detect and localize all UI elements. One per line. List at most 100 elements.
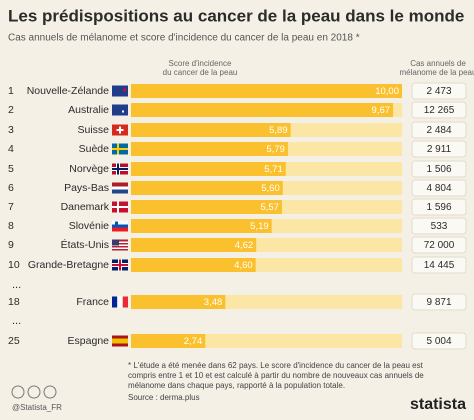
category-label: Espagne (68, 335, 110, 347)
rank: 6 (8, 182, 14, 194)
flag-part (112, 227, 128, 232)
flag-part (112, 247, 128, 249)
cases-box (411, 140, 467, 158)
value-label: 2,74 (184, 336, 203, 347)
category-label: Danemark (61, 201, 110, 213)
flag (112, 163, 128, 175)
license-icons (11, 385, 57, 399)
value-label: 5,71 (264, 164, 283, 175)
cases-value: 4 804 (426, 183, 451, 194)
bar (131, 84, 402, 98)
category-label: Australie (68, 104, 109, 116)
cases-value: 533 (431, 221, 448, 232)
cases-value: 12 265 (424, 105, 455, 116)
value-label: 4,60 (234, 260, 253, 271)
cases-value: 2 911 (427, 144, 452, 155)
footnote: compris entre 1 et 10 et est calculé à p… (128, 371, 424, 380)
footnote: * L'étude a été menée dans 62 pays. Le s… (128, 361, 424, 370)
value-label: 5,19 (250, 221, 269, 232)
value-label: 5,57 (260, 202, 279, 213)
value-label: 5,79 (266, 144, 285, 155)
flag-part (112, 168, 128, 170)
cases-box (411, 121, 467, 139)
handle: @Statista_FR (12, 403, 62, 412)
flag-part (112, 206, 128, 208)
footnote: mélanome dans chaque pays, rapporté à la… (128, 381, 345, 390)
flag-part (123, 88, 126, 92)
category-label: États-Unis (61, 238, 109, 251)
bar (131, 295, 226, 309)
bar (131, 181, 283, 195)
flag (112, 220, 128, 232)
flag-part (112, 189, 128, 194)
cases-box (411, 293, 467, 311)
bar (131, 200, 282, 214)
bar (131, 258, 256, 272)
flag-part (112, 239, 119, 246)
flag-part (112, 224, 128, 228)
category-label: Nouvelle-Zélande (27, 85, 109, 97)
flag (112, 143, 128, 155)
value-label: 5,60 (261, 183, 280, 194)
flag-part (112, 264, 128, 266)
cases-box (411, 236, 467, 254)
category-label: Grande-Bretagne (28, 259, 109, 271)
bar (131, 219, 272, 233)
cases-value: 2 484 (426, 125, 451, 136)
flag (112, 296, 128, 308)
bar (131, 103, 394, 117)
rank: 4 (8, 143, 14, 155)
value-label: 3,48 (204, 297, 223, 308)
flag-part (116, 129, 124, 131)
cases-header: mélanome de la peau (400, 68, 474, 77)
flag-part (112, 148, 128, 150)
flag (112, 335, 128, 347)
category-label: Suède (79, 143, 110, 155)
bar (131, 142, 288, 156)
value-label: 9,67 (372, 105, 391, 116)
brand-logo: statista (410, 396, 466, 413)
flag (112, 124, 128, 136)
cases-value: 14 445 (424, 260, 455, 271)
flag (112, 104, 128, 116)
value-label: 4,62 (235, 240, 254, 251)
category-label: Norvège (69, 163, 109, 175)
cases-value: 5 004 (426, 336, 451, 347)
flag-part (112, 241, 128, 243)
cases-box (411, 217, 467, 235)
bar (131, 162, 286, 176)
bar (131, 334, 206, 348)
flag (112, 85, 128, 97)
flag-part (122, 296, 128, 308)
flag (112, 201, 128, 213)
source: Source : derma.plus (128, 393, 200, 402)
cases-header: Cas annuels de (410, 59, 466, 68)
rank: 10 (8, 259, 20, 271)
category-label: Slovénie (69, 220, 109, 232)
flag-part (112, 186, 128, 190)
category-label: Pays-Bas (64, 182, 109, 194)
flag-part (122, 110, 124, 113)
flag (112, 182, 128, 194)
value-label: 5,89 (269, 125, 288, 136)
flag (112, 239, 128, 251)
rank: 7 (8, 201, 14, 213)
flag-part (112, 104, 128, 116)
cases-box (411, 256, 467, 274)
rank: 8 (8, 220, 14, 232)
cases-value: 1 596 (426, 202, 451, 213)
bar (131, 123, 291, 137)
cases-value: 72 000 (424, 240, 455, 251)
flag-part (117, 296, 123, 308)
rank: 1 (8, 85, 14, 97)
flag-part (112, 338, 128, 344)
cases-value: 2 473 (426, 86, 451, 97)
cases-value: 1 506 (426, 164, 451, 175)
gap-mark: ... (12, 279, 21, 291)
cases-box (411, 179, 467, 197)
flag-part (112, 220, 128, 225)
cases-box (411, 332, 467, 350)
value-label: 10,00 (375, 86, 399, 97)
flag (112, 259, 128, 271)
